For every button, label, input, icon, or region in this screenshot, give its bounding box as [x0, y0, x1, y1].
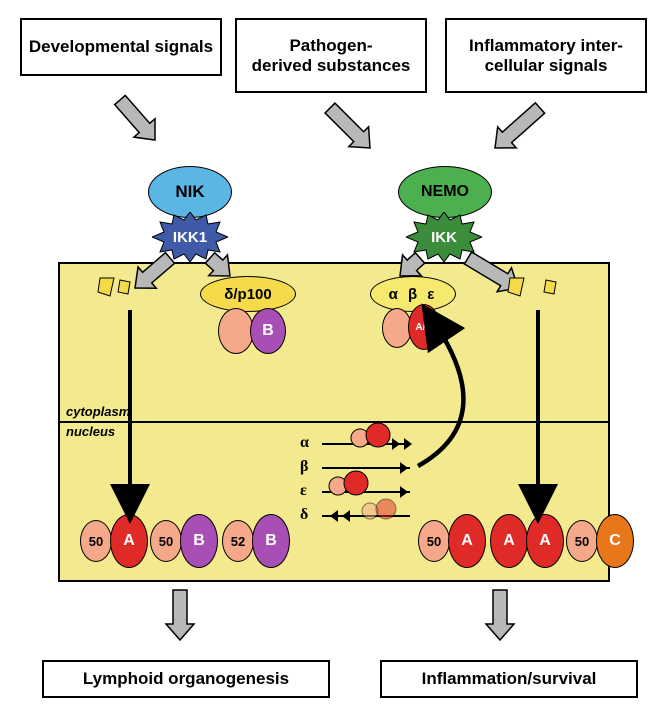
box-lymphoid-organogenesis: Lymphoid organogenesis [42, 660, 330, 698]
bottom-gray-arrows [0, 0, 667, 715]
protein-label: IKK [431, 229, 457, 246]
protein-label: IKK1 [173, 229, 207, 246]
diagram-canvas: Developmental signals Pathogen- derived … [0, 0, 667, 715]
box-label: Lymphoid organogenesis [83, 669, 289, 689]
box-inflammation-survival: Inflammation/survival [380, 660, 638, 698]
box-label: Inflammation/survival [422, 669, 597, 689]
